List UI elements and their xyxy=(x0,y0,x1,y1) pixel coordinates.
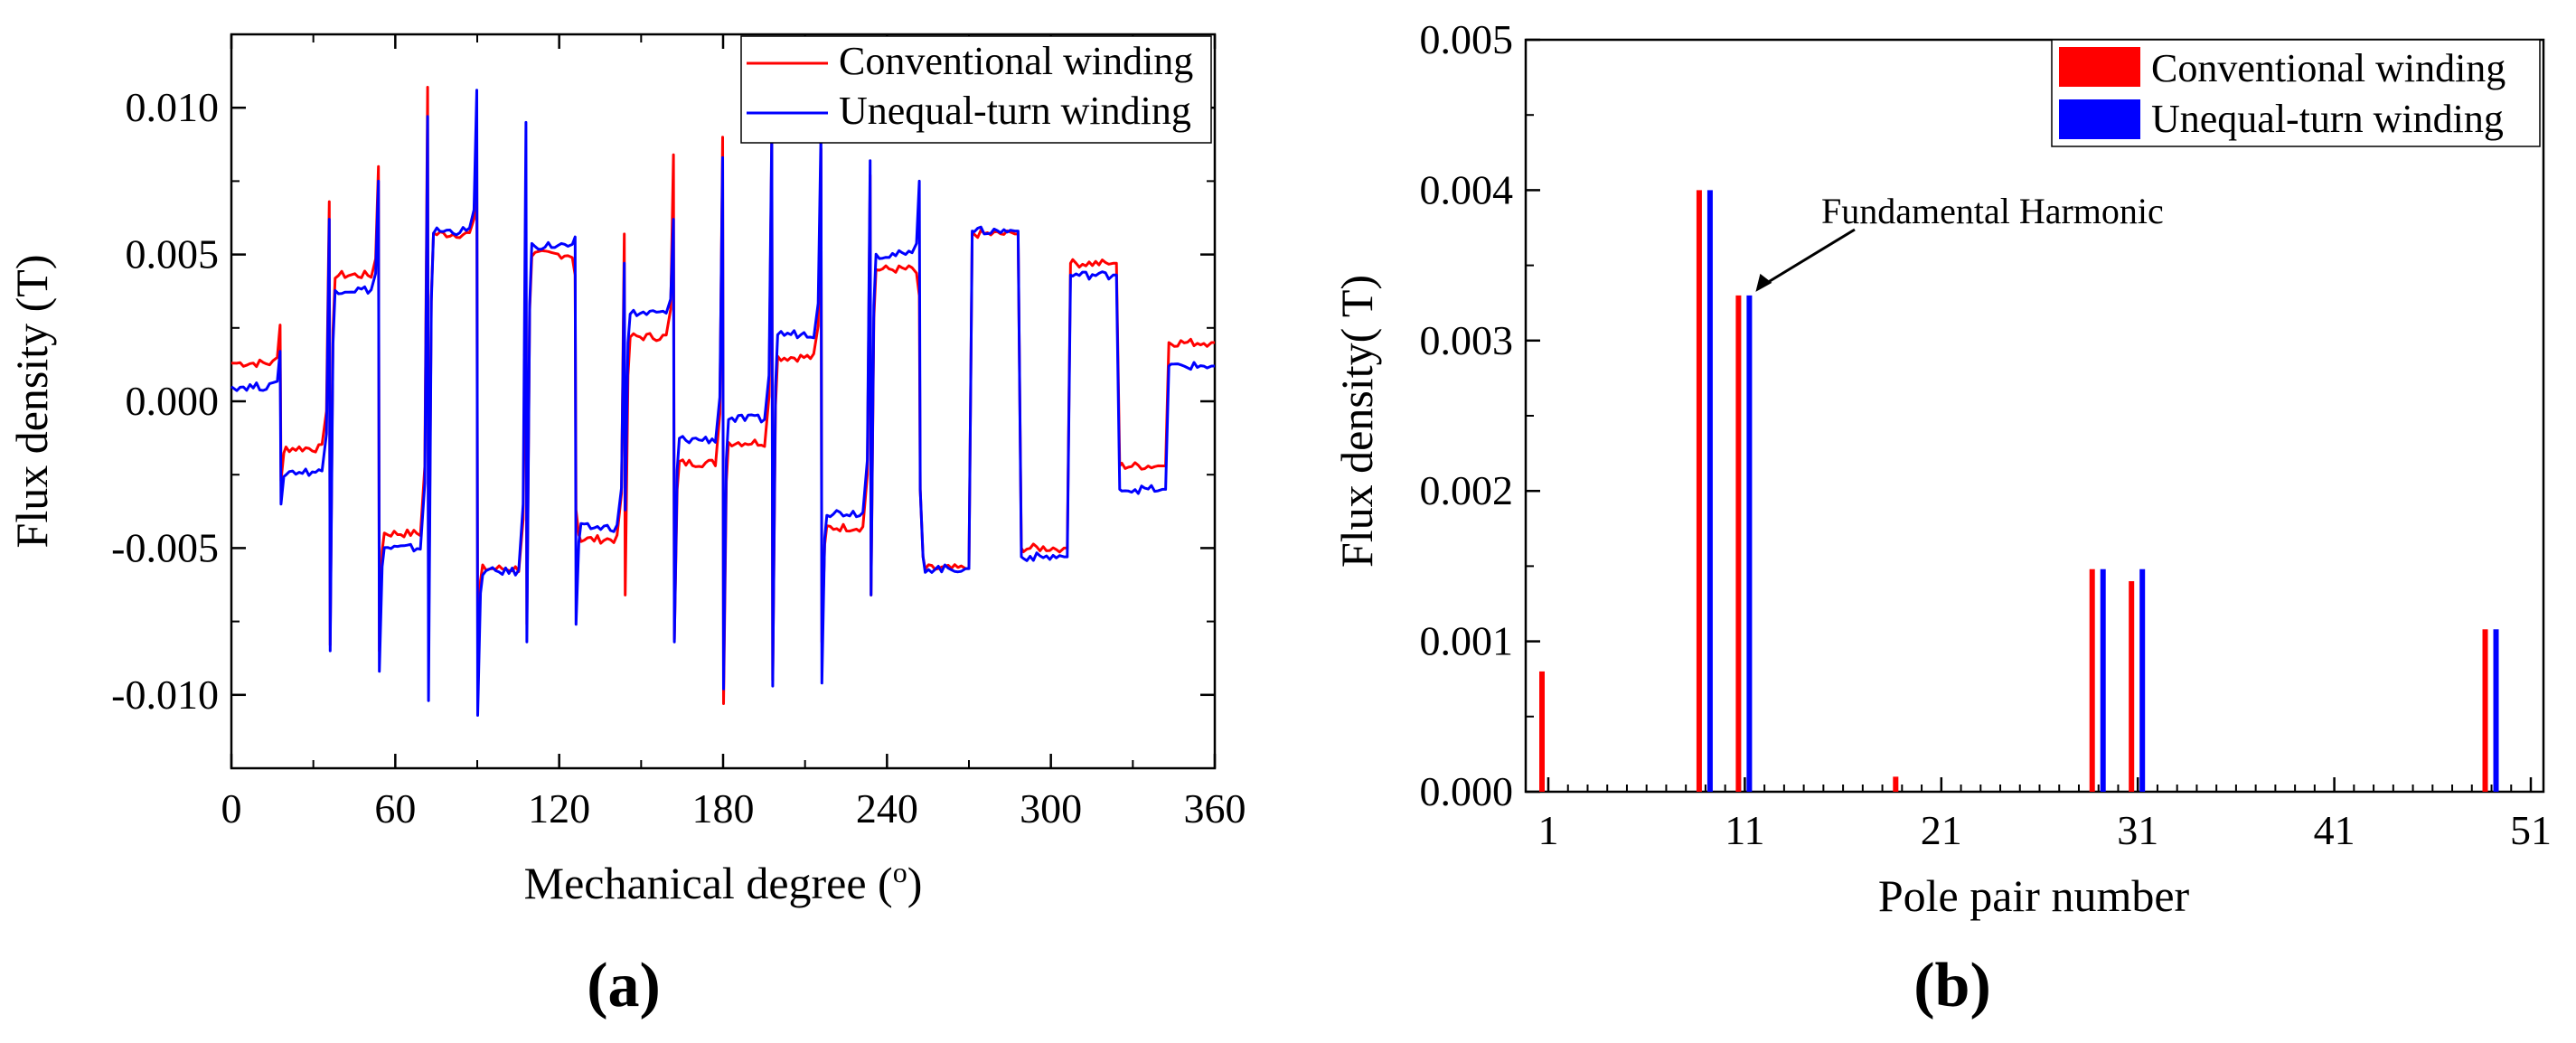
panel-b-ticks xyxy=(1526,38,2533,794)
panel-b-legend-label-conventional: Conventional winding xyxy=(2151,46,2505,90)
panel-a-legend-label-unequal: Unequal-turn winding xyxy=(839,89,1191,133)
panel-b-annotation: Fundamental Harmonic xyxy=(1755,191,2164,292)
panel-b-legend-label-unequal: Unequal-turn winding xyxy=(2151,97,2504,141)
panel-b-y-tick-label: 0.005 xyxy=(1420,16,1514,62)
bar-unequal-11 xyxy=(1746,295,1753,792)
panel-b-bar-chart: 1 11 21 31 41 510.0000.0010.0020.0030.0040.00… xyxy=(1331,16,2552,1020)
panel-a-series xyxy=(230,86,1215,717)
bar-unequal-31 xyxy=(2139,568,2146,792)
panel-b-x-tick-label: 11 xyxy=(1725,807,1764,853)
panel-a-line-chart: 0 60 120 180 240 300 360 -0.010 -0.005 0.000 0.005… xyxy=(6,33,1246,1020)
panel-a-x-axis-label: Mechanical degree (o) xyxy=(524,856,923,908)
panel-a-y-tick-label: -0.010 xyxy=(111,672,219,718)
panel-b-y-tick-label: 0.004 xyxy=(1420,166,1514,212)
panel-b-bars xyxy=(1539,190,2499,792)
panel-a-y-tick-label: 0.010 xyxy=(126,84,220,130)
panel-b-annotation-arrow xyxy=(1760,228,1856,288)
panel-a-x-tick-label: 300 xyxy=(1020,785,1082,832)
panel-b-annotation-arrowhead xyxy=(1755,273,1772,292)
panel-a-y-tick-label: -0.005 xyxy=(111,524,219,570)
panel-b-x-tick-label: 21 xyxy=(1921,807,1962,853)
series-line-unequal xyxy=(230,89,1215,717)
panel-a-legend: Conventional winding Unequal-turn windin… xyxy=(740,35,1212,144)
panel-b-tick-labels: 1 11 21 31 41 510.0000.0010.0020.0030.0040.00… xyxy=(1420,16,2552,853)
panel-b-y-tick-label: 0.000 xyxy=(1420,768,1514,814)
panel-b-label: (b) xyxy=(1913,951,1991,1020)
panel-a-label: (a) xyxy=(587,951,661,1020)
bar-conventional-1 xyxy=(1539,671,1545,792)
panel-b-legend: Conventional winding Unequal-turn windin… xyxy=(2051,39,2541,147)
panel-b-legend-swatch-unequal xyxy=(2059,99,2140,139)
panel-b-x-tick-label: 41 xyxy=(2314,807,2355,853)
panel-b-y-axis-label: Flux density( T) xyxy=(1331,275,1382,568)
panel-b-x-tick-label: 51 xyxy=(2510,807,2552,853)
bar-conventional-11 xyxy=(1735,295,1742,792)
panel-b-y-tick-label: 0.003 xyxy=(1420,317,1514,363)
panel-b-y-tick-label: 0.002 xyxy=(1420,467,1514,513)
bar-conventional-19 xyxy=(1893,776,1899,792)
panel-a-x-tick-label: 60 xyxy=(374,785,416,832)
panel-a-legend-box xyxy=(740,35,1212,144)
panel-a-y-tick-label: 0.000 xyxy=(126,378,220,424)
bar-unequal-9 xyxy=(1706,190,1713,792)
panel-b-x-tick-label: 1 xyxy=(1538,807,1559,853)
panel-a-x-tick-label: 120 xyxy=(528,785,590,832)
bar-conventional-9 xyxy=(1696,190,1702,792)
panel-a-y-axis-label: Flux density (T) xyxy=(6,255,57,549)
panel-b-axes-frame xyxy=(1524,38,2545,794)
panel-a-tick-labels: 0 60 120 180 240 300 360 -0.010 -0.005 0.000 0.005… xyxy=(111,84,1246,832)
panel-a-y-tick-label: 0.005 xyxy=(126,231,220,277)
panel-b-legend-swatch-conventional xyxy=(2059,47,2140,87)
panel-b-y-tick-label: 0.001 xyxy=(1420,618,1514,664)
bar-conventional-31 xyxy=(2129,581,2135,792)
panel-a-x-tick-label: 0 xyxy=(221,785,242,832)
panel-a-x-tick-label: 240 xyxy=(856,785,918,832)
panel-a-x-tick-label: 360 xyxy=(1184,785,1246,832)
panel-b-x-tick-label: 31 xyxy=(2117,807,2158,853)
bar-conventional-29 xyxy=(2089,568,2095,792)
bar-conventional-49 xyxy=(2482,629,2488,792)
series-line-conventional xyxy=(230,86,1215,705)
panel-b-x-axis-label: Pole pair number xyxy=(1878,870,2190,921)
panel-a-x-tick-label: 180 xyxy=(692,785,755,832)
bar-unequal-49 xyxy=(2493,629,2499,792)
panel-b-annotation-text: Fundamental Harmonic xyxy=(1821,191,2164,231)
panel-a-legend-label-conventional: Conventional winding xyxy=(839,39,1193,83)
bar-unequal-29 xyxy=(2100,568,2106,792)
